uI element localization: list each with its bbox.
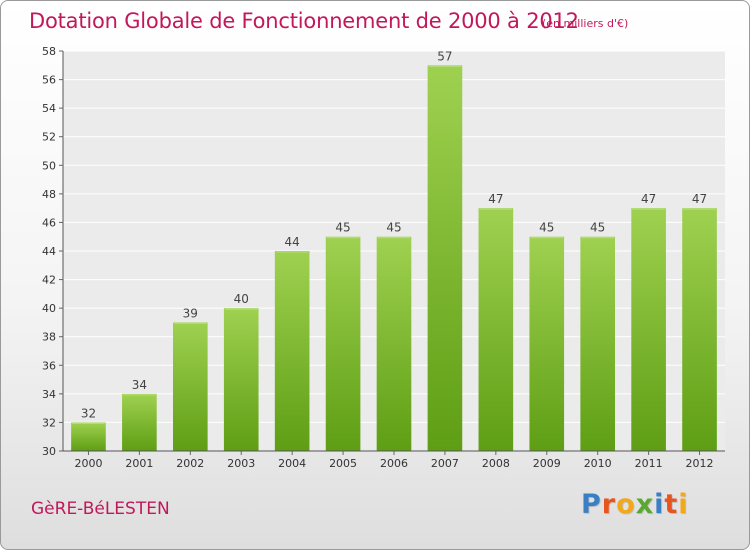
logo-letter: i (678, 489, 689, 520)
logo-letter: t (664, 489, 679, 520)
value-label-2010: 45 (590, 221, 605, 235)
y-tick-label: 56 (42, 74, 56, 87)
y-tick-label: 40 (42, 302, 56, 315)
y-tick-label: 42 (42, 274, 56, 287)
value-label-2009: 45 (539, 221, 554, 235)
x-tick-label-2012: 2012 (686, 457, 714, 470)
x-tick-label-2009: 2009 (533, 457, 561, 470)
x-tick-label-2001: 2001 (125, 457, 153, 470)
value-label-2002: 39 (183, 306, 198, 320)
x-tick-label-2011: 2011 (635, 457, 663, 470)
bar-2004 (274, 251, 310, 451)
value-label-2004: 44 (285, 235, 300, 249)
value-label-2008: 47 (488, 192, 503, 206)
value-label-2003: 40 (234, 292, 249, 306)
y-tick-label: 50 (42, 159, 56, 172)
x-tick-label-2010: 2010 (584, 457, 612, 470)
labels-group: 30 32 34 36 38 40 42 44 46 48 50 52 54 56 58 32 2000 34 20… (42, 45, 714, 470)
bar-2003 (223, 308, 259, 451)
logo-letter: o (616, 489, 636, 520)
bars-group (71, 65, 717, 452)
value-label-2001: 34 (132, 378, 147, 392)
logo-letter: r (601, 489, 617, 520)
value-label-2000: 32 (81, 406, 96, 420)
bar-2002 (172, 322, 208, 451)
x-tick-label-2007: 2007 (431, 457, 459, 470)
y-tick-label: 58 (42, 45, 56, 58)
bar-2009 (529, 236, 565, 451)
logo-letter: i (654, 489, 665, 520)
chart-title: Dotation Globale de Fonctionnement de 20… (29, 9, 579, 33)
bar-2005 (325, 236, 361, 451)
value-label-2005: 45 (335, 221, 350, 235)
y-tick-label: 36 (42, 359, 56, 372)
value-label-2006: 45 (386, 221, 401, 235)
y-tick-label: 52 (42, 131, 56, 144)
x-tick-label-2003: 2003 (227, 457, 255, 470)
y-tick-label: 54 (42, 102, 56, 115)
bar-2000 (71, 422, 106, 451)
proxiti-logo: Proxiti (581, 489, 689, 520)
logo-letter: x (635, 489, 655, 520)
value-label-2011: 47 (641, 192, 656, 206)
value-label-2007: 57 (437, 49, 452, 63)
chart-subtitle: (en milliers d'€) (542, 17, 629, 30)
x-tick-label-2000: 2000 (74, 457, 102, 470)
commune-name: GèRE-BéLESTEN (31, 499, 170, 519)
bar-2011 (631, 208, 666, 451)
x-tick-label-2002: 2002 (176, 457, 204, 470)
x-tick-label-2006: 2006 (380, 457, 408, 470)
bar-2012 (682, 208, 717, 451)
bar-2006 (376, 236, 412, 451)
x-tick-label-2004: 2004 (278, 457, 306, 470)
y-tick-label: 30 (42, 445, 56, 458)
x-tick-label-2008: 2008 (482, 457, 510, 470)
axes (62, 51, 725, 452)
y-tick-label: 46 (42, 216, 56, 229)
value-label-2012: 47 (692, 192, 707, 206)
bar-2010 (580, 236, 616, 451)
y-tick-label: 48 (42, 188, 56, 201)
bar-2001 (122, 393, 157, 451)
bar-2008 (478, 208, 514, 451)
logo-letter: P (581, 489, 602, 520)
y-tick-label: 32 (42, 416, 56, 429)
x-tick-label-2005: 2005 (329, 457, 357, 470)
y-tick-label: 44 (42, 245, 56, 258)
y-tick-label: 38 (42, 331, 56, 344)
y-tick-label: 34 (42, 388, 56, 401)
bar-2007 (427, 65, 463, 452)
